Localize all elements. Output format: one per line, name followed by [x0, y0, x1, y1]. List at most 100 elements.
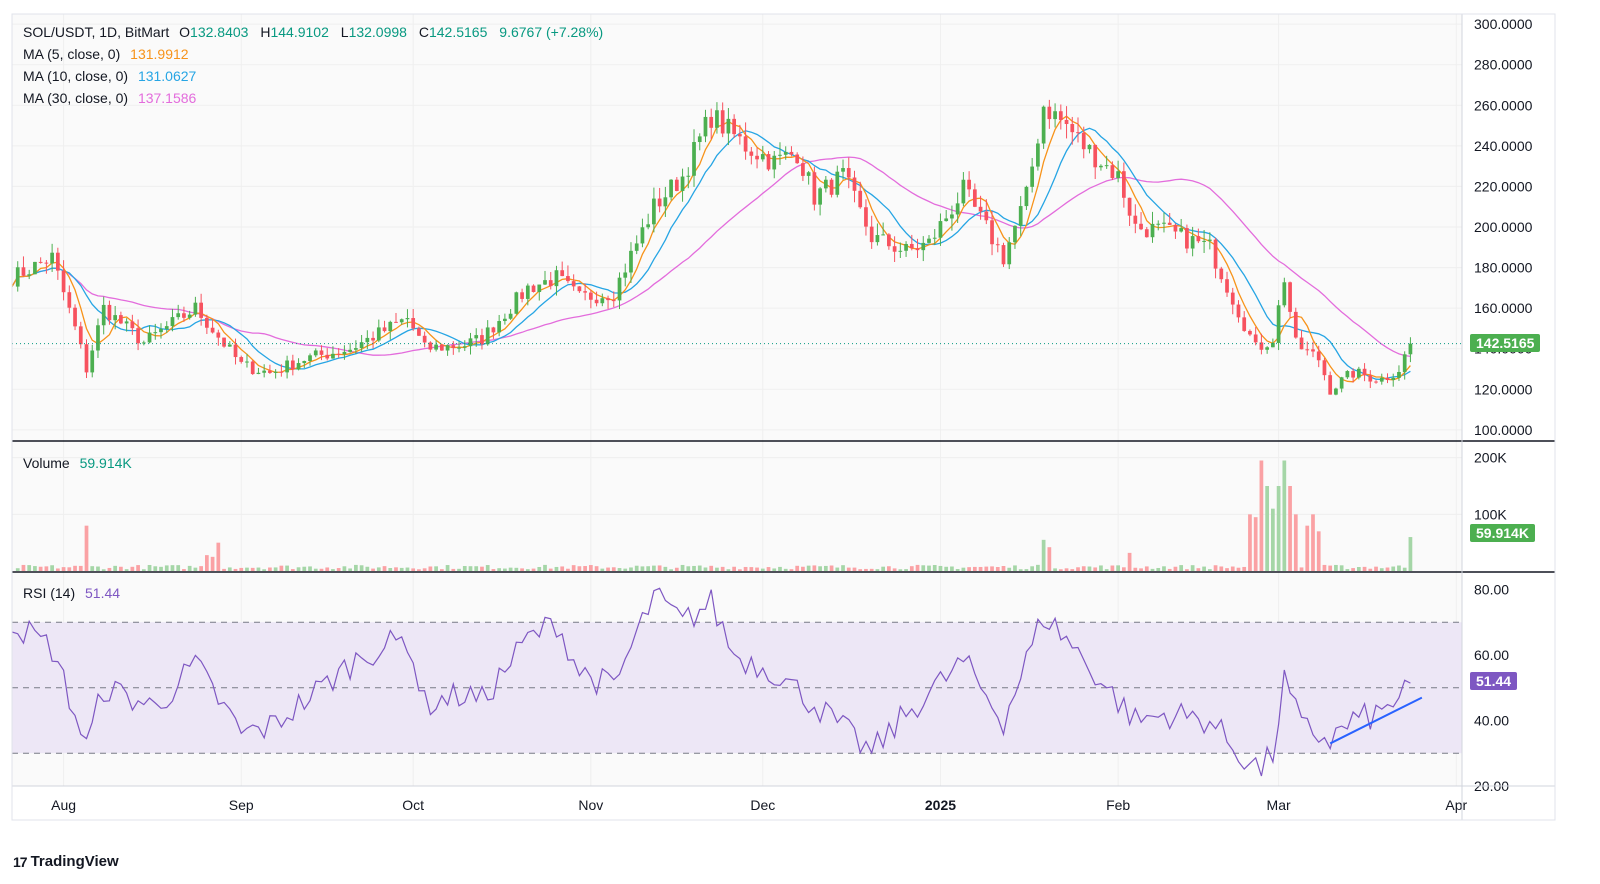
candle-body — [909, 243, 914, 249]
volume-bar — [1133, 567, 1138, 571]
rsi-legend[interactable]: RSI (14) 51.44 — [23, 584, 126, 602]
price-tick-label: 260.0000 — [1474, 97, 1533, 113]
volume-bar — [1213, 565, 1218, 571]
candle-body — [1242, 317, 1247, 331]
candle-body — [422, 335, 427, 343]
candle-body — [1116, 171, 1120, 179]
price-tick-label: 120.0000 — [1474, 381, 1533, 397]
close-value: 142.5165 — [428, 24, 488, 40]
volume-bar — [119, 566, 123, 571]
x-tick-label: 2025 — [925, 797, 956, 813]
candle-body — [858, 190, 863, 208]
candle-body — [995, 244, 1000, 246]
volume-bar — [686, 566, 691, 571]
volume-bar — [273, 567, 278, 571]
candle-body — [1001, 245, 1006, 265]
volume-bar — [738, 569, 742, 571]
volume-tick-label: 200K — [1474, 450, 1507, 466]
volume-bar — [760, 568, 765, 571]
volume-bar — [709, 565, 714, 571]
volume-bar — [1288, 486, 1292, 571]
candle-body — [978, 206, 983, 212]
rsi-value: 51.44 — [85, 585, 121, 601]
volume-bar — [445, 565, 450, 571]
candle-body — [703, 116, 708, 137]
candle-body — [1139, 223, 1143, 230]
candle-body — [680, 176, 685, 191]
ma10-legend[interactable]: MA (10, close, 0) 131.0627 — [23, 67, 202, 85]
volume-bar — [371, 568, 375, 571]
volume-bar — [594, 566, 599, 571]
volume-bar — [1041, 539, 1046, 571]
candle-body — [514, 292, 519, 314]
volume-bar — [1190, 565, 1195, 571]
volume-bar — [417, 569, 421, 571]
volume-bar — [697, 565, 702, 571]
candle-body — [600, 298, 605, 304]
volume-bar — [1322, 564, 1327, 571]
candle-body — [170, 317, 175, 327]
volume-bar — [250, 567, 255, 571]
candle-body — [239, 357, 244, 362]
candle-body — [588, 292, 593, 300]
volume-bar — [50, 565, 54, 571]
candle-body — [382, 327, 387, 332]
volume-bar — [1351, 568, 1355, 571]
ma30-legend[interactable]: MA (30, close, 0) 137.1586 — [23, 89, 202, 107]
volume-bar — [182, 569, 186, 571]
volume-bar — [503, 568, 507, 571]
volume-bar — [1018, 569, 1023, 571]
volume-bar — [1356, 567, 1361, 571]
candle-body — [1408, 343, 1413, 355]
candle-body — [674, 179, 679, 191]
volume-bar — [657, 565, 662, 571]
tradingview-brand[interactable]: 17 TradingView — [13, 853, 119, 870]
volume-bar — [1362, 566, 1367, 571]
candle-body — [967, 179, 971, 190]
volume-bar — [881, 566, 886, 571]
volume-bar — [600, 568, 605, 571]
candle-body — [1196, 236, 1201, 242]
volume-bar — [1110, 565, 1115, 571]
candle-body — [1150, 223, 1155, 238]
volume-bar — [1167, 568, 1172, 571]
candle-body — [1356, 368, 1361, 378]
candle-body — [462, 346, 467, 348]
candle-body — [147, 332, 152, 343]
candle-body — [84, 344, 89, 373]
candle-body — [760, 154, 765, 160]
volume-bar — [124, 569, 129, 571]
volume-bar — [1207, 569, 1212, 571]
price-tick-label: 280.0000 — [1474, 57, 1533, 73]
volume-bar — [1219, 566, 1224, 571]
candle-body — [365, 337, 370, 343]
candle-body — [1173, 224, 1178, 232]
candle-body — [119, 315, 123, 324]
candle-body — [302, 360, 307, 364]
candle-body — [652, 198, 656, 225]
volume-bar — [778, 566, 782, 571]
candle-body — [543, 280, 547, 285]
volume-bar — [972, 566, 977, 571]
ma5-legend[interactable]: MA (5, close, 0) 131.9912 — [23, 45, 195, 63]
ohlc-legend: SOL/USDT, 1D, BitMart O132.8403 H144.910… — [23, 23, 609, 41]
candle-body — [1276, 305, 1281, 343]
volume-bar — [331, 569, 335, 571]
volume-bar — [1339, 565, 1344, 571]
candle-body — [279, 371, 284, 373]
volume-bar — [1121, 567, 1126, 571]
candle-body — [1305, 349, 1310, 351]
volume-bar — [1293, 514, 1298, 571]
candle-body — [875, 235, 880, 243]
candle-body — [1047, 106, 1052, 120]
volume-bar — [193, 567, 198, 571]
candle-body — [932, 237, 937, 239]
candle-body — [61, 270, 66, 293]
volume-bar — [887, 566, 891, 571]
last-price-tag: 142.5165 — [1470, 334, 1541, 352]
ma10-line — [11, 127, 1411, 381]
candle-body — [1391, 377, 1396, 380]
volume-legend[interactable]: Volume 59.914K — [23, 454, 138, 472]
candle-body — [1322, 360, 1327, 376]
